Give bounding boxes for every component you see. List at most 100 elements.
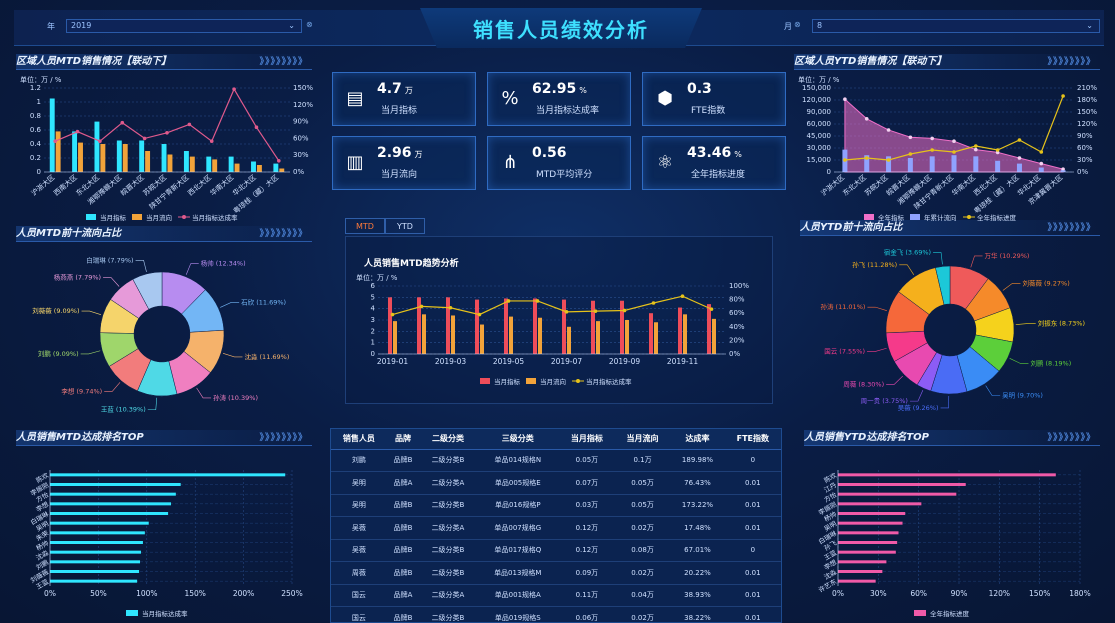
year-select[interactable]: 2019 ⌄ [66, 19, 302, 33]
table-cell: 品牌B [386, 494, 420, 517]
bar [50, 473, 286, 477]
bar [596, 321, 600, 354]
legend-label: 当月流向 [540, 377, 566, 386]
y2-tick-label: 120% [293, 101, 313, 109]
table-cell: 0.1万 [614, 449, 671, 472]
kpi-card[interactable]: ▥ 2.96 万 当月流向 [332, 136, 476, 190]
y-tick-label: 45,000 [807, 132, 832, 140]
bar [72, 131, 78, 172]
page-title: 销售人员绩效分析 [473, 18, 649, 42]
column-header[interactable]: 三级分类 [476, 429, 560, 450]
bar [712, 318, 716, 354]
legend-swatch [914, 610, 926, 616]
table-cell: 0.05万 [614, 471, 671, 495]
column-header[interactable]: 二级分类 [419, 429, 477, 450]
line-point [120, 120, 125, 125]
y2-tick-label: 90% [293, 118, 309, 126]
x-tick-label: 250% [281, 589, 302, 598]
table-cell: 0.12万 [559, 516, 615, 540]
x-tick-label: 皖晋大区 [119, 173, 146, 198]
kpi-card[interactable]: ⚛ 43.46% 全年指标进度 [642, 136, 786, 190]
table-row[interactable]: 刘鹏 品牌B 二级分类B 单品014规格N 0.05万 0.1万 189.98% 0 [331, 449, 781, 472]
filter-icon[interactable]: ⊗ [306, 20, 313, 29]
bar [234, 163, 240, 172]
line-point [843, 158, 847, 162]
table-row[interactable]: 吴明 品牌B 二级分类B 单品016规格P 0.03万 0.05万 173.22% 0.01 [331, 494, 781, 517]
area-point [1039, 161, 1044, 166]
table-cell: 吴薇 [331, 516, 387, 540]
y-tick-label: 120,000 [802, 96, 831, 104]
table-cell: 吴明 [331, 494, 387, 517]
x-tick-label: 苏皖大区 [863, 173, 890, 198]
x-tick-label: 120% [989, 589, 1010, 598]
area-point [930, 136, 934, 141]
legend-swatch [480, 378, 490, 384]
y-tick-label: 1.2 [30, 84, 41, 92]
ytd-pie-chart: 万华 (10.29%) 刘薇薇 (9.27%) 刘振东 (8.73%) 刘鹏 (8.1… [820, 248, 1085, 412]
ytd-rank-title: 人员销售YTD达成排名TOP 》》》》》》》》 [804, 430, 1100, 446]
column-header[interactable]: FTE指数 [724, 429, 781, 450]
pie-label: 杨燕燕 (7.79%) [54, 273, 101, 282]
table-cell: 单品017规格Q [476, 539, 560, 562]
bar-chart-icon: ▥ [346, 152, 364, 173]
table-row[interactable]: 周薇 品牌B 二级分类B 单品013规格M 0.09万 0.02万 20.22% 0.01 [331, 561, 781, 585]
table-cell: 0.12万 [559, 539, 615, 562]
pie-label: 李想 (9.74%) [61, 386, 102, 395]
pie-label: 吴薇 (9.26%) [898, 403, 939, 412]
table-cell: 二级分类A [419, 584, 477, 607]
pie-leader [933, 252, 943, 265]
table-cell: 二级分类B [419, 606, 477, 622]
table-cell: 0.11万 [559, 584, 615, 607]
line-point [952, 150, 956, 154]
bar [279, 168, 285, 172]
line-point [974, 144, 978, 148]
y-tick-label: 15,000 [807, 156, 832, 164]
column-header[interactable]: 达成率 [670, 429, 725, 450]
pie-label: 刘薇薇 (9.09%) [32, 306, 79, 315]
table-row[interactable]: 吴薇 品牌B 二级分类B 单品017规格Q 0.12万 0.08万 67.01% 0 [331, 539, 781, 562]
filter-icon-month[interactable]: ⊗ [794, 20, 801, 29]
kpi-card[interactable]: ⋔ 0.56 MTD平均评分 [487, 136, 631, 190]
tab-ytd[interactable]: YTD [385, 218, 425, 234]
ytd-top10-title: 人员YTD前十流向占比 》》》》》》》》 [800, 220, 1100, 236]
column-header[interactable]: 品牌 [386, 429, 420, 450]
month-select[interactable]: 8 ⌄ [812, 19, 1100, 33]
bar [591, 300, 595, 354]
kpi-card[interactable]: ▤ 4.7 万 当月指标 [332, 72, 476, 126]
line-point [564, 310, 569, 314]
pie-label: 刘振东 (8.73%) [1038, 319, 1085, 328]
bar [50, 512, 169, 515]
pie-label: 吴明 (9.70%) [1002, 392, 1043, 400]
y2-tick-label: 60% [293, 134, 309, 142]
legend-swatch-dot [576, 379, 580, 383]
bar [50, 492, 176, 496]
x-tick-label: 0% [832, 589, 844, 598]
kpi-card[interactable]: % 62.95% 当月指标达成率 [487, 72, 631, 126]
table-row[interactable]: 吴薇 品牌B 二级分类A 单品007规格G 0.12万 0.02万 17.48% 0.01 [331, 516, 781, 540]
table-cell: 0.02万 [614, 561, 671, 585]
kpi-card[interactable]: ⬢ 0.3 FTE指数 [642, 72, 786, 126]
column-header[interactable]: 当月指标 [559, 429, 615, 450]
bar [100, 144, 106, 172]
legend-swatch [526, 378, 536, 384]
table-cell: 二级分类B [419, 449, 477, 472]
pie-label: 刘薇薇 (9.27%) [1022, 278, 1069, 287]
area-series [844, 98, 1064, 173]
y-tick-label: 150,000 [802, 84, 831, 92]
line-point [232, 87, 236, 91]
table-row[interactable]: 国云 品牌B 二级分类B 单品019规格S 0.06万 0.02万 38.22% 0.01 [331, 606, 781, 622]
y-tick-label: 3 [371, 316, 375, 324]
table-row[interactable]: 国云 品牌A 二级分类A 单品001规格A 0.11万 0.04万 38.93% 0.01 [331, 584, 781, 607]
legend-swatch [132, 214, 142, 220]
bar [393, 321, 397, 354]
column-header[interactable]: 当月流向 [614, 429, 671, 450]
column-header[interactable]: 销售人员 [331, 429, 387, 450]
table-row[interactable]: 吴明 品牌A 二级分类A 单品005规格E 0.07万 0.05万 76.43% 0.01 [331, 471, 781, 495]
legend-label: 当月指标达成率 [192, 213, 238, 222]
tab-mtd[interactable]: MTD [345, 218, 385, 234]
x-tick-label: 2019-09 [609, 357, 641, 366]
line-point [477, 312, 482, 317]
legend-label: 当月指标达成率 [586, 377, 632, 386]
bar [167, 154, 173, 172]
line-point [651, 301, 656, 305]
